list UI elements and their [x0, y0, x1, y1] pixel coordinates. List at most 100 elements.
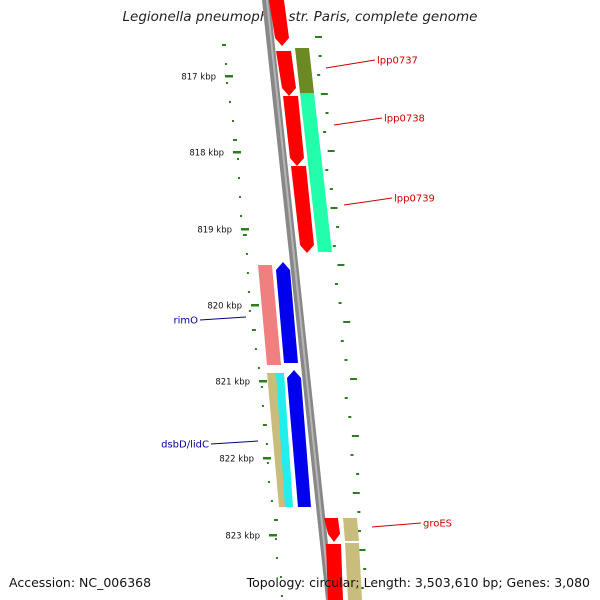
- feature-track: [258, 0, 362, 600]
- gc-skew-mark: [325, 169, 329, 171]
- gc-skew-mark: [323, 131, 327, 133]
- gene-label[interactable]: lpp0737: [377, 56, 418, 67]
- gc-skew-mark: [336, 226, 340, 228]
- gc-skew-mark: [356, 473, 360, 475]
- gc-skew-outer-track: [315, 36, 367, 589]
- gc-skew-mark: [248, 310, 251, 312]
- gc-skew-mark: [265, 443, 268, 445]
- gc-skew-mark: [260, 386, 263, 388]
- cds-lpp0738[interactable]: [300, 93, 332, 252]
- gc-skew-mark: [242, 234, 247, 236]
- gc-skew-mark: [325, 112, 329, 114]
- gc-skew-inner-track: [222, 44, 283, 597]
- accession-text: Accession: NC_006368: [9, 575, 152, 590]
- scale-tick-mark: [259, 380, 267, 383]
- gc-skew-mark: [357, 511, 361, 513]
- gene-label[interactable]: lpp0739: [394, 194, 435, 205]
- gc-skew-mark: [273, 519, 278, 521]
- cds-reverse[interactable]: [276, 262, 298, 363]
- cds-feature[interactable]: [326, 544, 343, 600]
- gc-skew-mark: [238, 177, 240, 179]
- cds-lpp0737[interactable]: [295, 48, 314, 93]
- gc-skew-mark: [360, 587, 364, 589]
- gene-label-leader: [325, 59, 376, 69]
- scale-tick-mark: [225, 75, 233, 78]
- cds-feature[interactable]: [283, 96, 304, 166]
- gc-skew-mark: [275, 557, 278, 559]
- gc-skew-mark: [267, 481, 270, 483]
- cds-cyan[interactable]: [276, 373, 293, 507]
- scale-tick-label: 819 kbp: [197, 226, 232, 236]
- gc-skew-mark: [344, 397, 348, 399]
- gc-skew-mark: [327, 150, 335, 152]
- gc-skew-mark: [358, 530, 361, 532]
- scale-tick-label: 817 kbp: [181, 73, 216, 83]
- gc-skew-mark: [222, 44, 226, 46]
- gc-skew-mark: [232, 120, 234, 122]
- gene-label[interactable]: dsbD/lidC: [161, 440, 209, 451]
- gene-label-leader: [210, 440, 259, 445]
- gc-skew-mark: [274, 538, 277, 540]
- gc-skew-mark: [332, 245, 336, 247]
- gc-skew-mark: [266, 462, 269, 464]
- cds-khaki[interactable]: [343, 518, 359, 541]
- gc-skew-mark: [226, 82, 228, 84]
- cds-khaki[interactable]: [345, 543, 362, 600]
- gc-skew-mark: [338, 302, 342, 304]
- scale-tick-label: 818 kbp: [189, 149, 224, 159]
- scale-tick-mark: [233, 151, 241, 154]
- gene-labels: lpp0737 lpp0738 lpp0739 rimO dsbD/lidC groES: [161, 56, 452, 530]
- scale-tick-label: 821 kbp: [215, 378, 250, 388]
- gc-skew-mark: [239, 196, 241, 198]
- gc-skew-mark: [254, 348, 257, 350]
- gene-label-leader: [343, 197, 393, 206]
- gc-skew-mark: [363, 568, 367, 570]
- gc-skew-mark: [358, 549, 366, 551]
- gene-label[interactable]: rimO: [173, 316, 198, 327]
- gc-skew-mark: [350, 454, 354, 456]
- gc-skew-mark: [257, 367, 260, 369]
- cds-groES[interactable]: [324, 518, 340, 542]
- gc-skew-mark: [343, 321, 351, 323]
- scale-tick-label: 822 kbp: [219, 455, 254, 465]
- scale-tick-mark: [269, 534, 277, 537]
- gc-skew-mark: [330, 207, 338, 209]
- genome-backbone-highlight: [266, 0, 331, 600]
- cds-reverse[interactable]: [287, 370, 311, 507]
- gene-label-leader: [199, 316, 247, 321]
- gc-skew-mark: [261, 405, 264, 407]
- gc-skew-mark: [245, 253, 248, 255]
- gc-skew-mark: [348, 416, 352, 418]
- topology-text: Topology: circular; Length: 3,503,610 bp…: [246, 575, 590, 590]
- gc-skew-mark: [237, 158, 239, 160]
- gc-skew-mark: [233, 139, 237, 141]
- gc-skew-mark: [262, 424, 267, 426]
- gc-skew-mark: [225, 63, 227, 65]
- gc-skew-mark: [251, 329, 256, 331]
- map-title: Legionella pneumophila str. Paris, compl…: [122, 9, 478, 25]
- gc-skew-mark: [344, 359, 348, 361]
- gc-skew-mark: [351, 435, 359, 437]
- gc-skew-mark: [318, 55, 322, 57]
- cds-feature[interactable]: [291, 166, 314, 253]
- gc-skew-mark: [337, 264, 345, 266]
- gc-skew-mark: [329, 188, 333, 190]
- cds-rimO[interactable]: [258, 265, 281, 365]
- gc-skew-mark: [270, 500, 273, 502]
- cds-feature[interactable]: [276, 51, 296, 96]
- gc-skew-mark: [229, 101, 231, 103]
- cds-feature[interactable]: [269, 0, 289, 46]
- gc-skew-mark: [340, 340, 344, 342]
- scale-tick-mark: [241, 228, 249, 231]
- gene-label[interactable]: groES: [423, 519, 452, 530]
- gc-skew-mark: [335, 283, 338, 285]
- gc-skew-mark: [279, 576, 282, 578]
- scale-tick-label: 820 kbp: [207, 302, 242, 312]
- gene-label-leader: [371, 522, 422, 528]
- gc-skew-mark: [280, 595, 283, 597]
- scale-ticks: 817 kbp 818 kbp 819 kbp 820 kbp 821 kbp 822 k…: [181, 73, 277, 542]
- gc-skew-mark: [350, 378, 358, 380]
- gene-label[interactable]: lpp0738: [384, 114, 425, 125]
